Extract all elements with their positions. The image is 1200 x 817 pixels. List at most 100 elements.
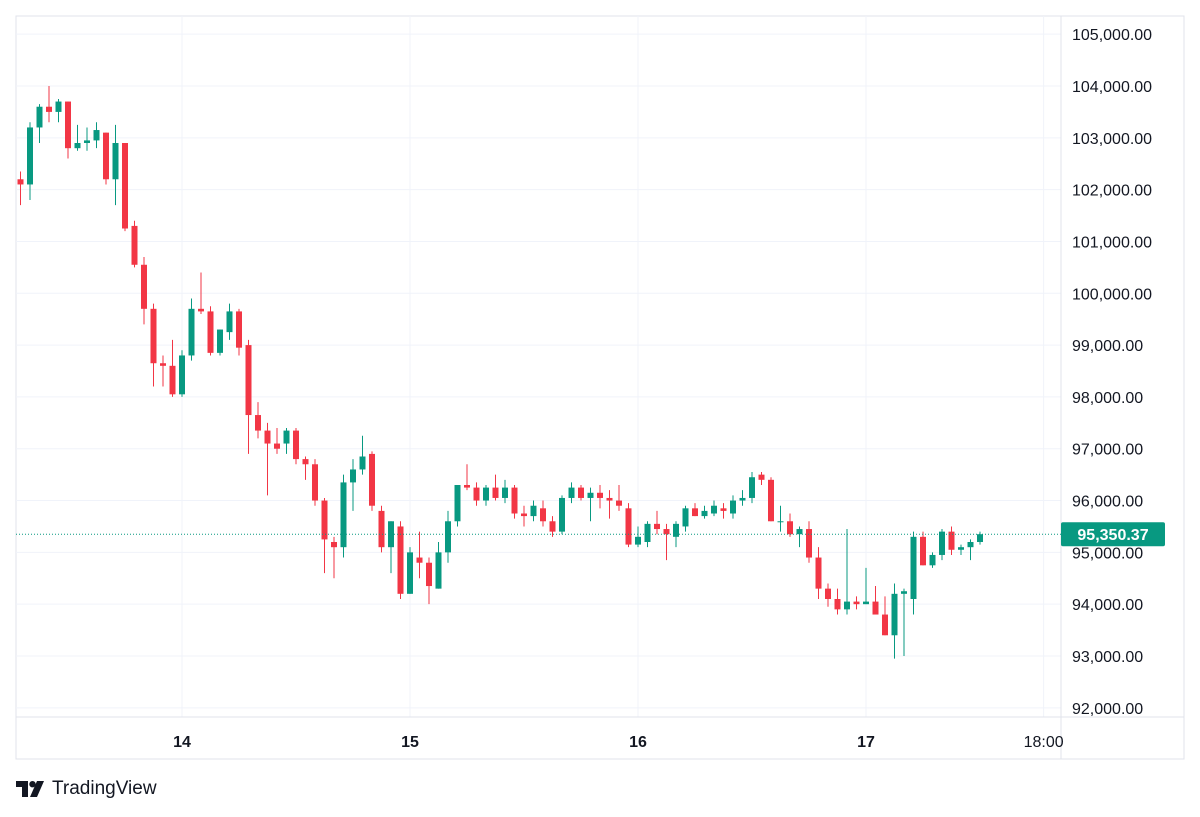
price-tick-label: 93,000.00 (1072, 649, 1143, 666)
candle-body (188, 308, 195, 356)
candle-body (939, 531, 945, 555)
candle-body (929, 554, 936, 566)
candle-up (226, 303, 233, 340)
candle-body (74, 143, 81, 149)
candle-down (312, 459, 318, 506)
candle-down (787, 513, 793, 537)
candle-body (587, 492, 594, 498)
candle-body (350, 469, 356, 483)
candle-down (920, 531, 926, 566)
gridlines (16, 16, 1061, 717)
tradingview-logo-icon (16, 781, 44, 797)
chart-frame (15, 15, 1185, 760)
candle-body (815, 557, 822, 589)
candle-body (635, 536, 641, 545)
candle-body (464, 485, 470, 488)
candle-body (521, 513, 527, 517)
candle-up (112, 124, 119, 206)
candle-up (179, 350, 185, 397)
candle-body (891, 593, 898, 636)
candle-down (511, 485, 518, 519)
candle-body (93, 130, 100, 141)
candle-body (179, 355, 185, 395)
candle-up (587, 487, 594, 522)
candle-body (454, 485, 461, 522)
candle-body (502, 487, 508, 498)
candle-body (796, 529, 803, 535)
candle-body (901, 591, 907, 594)
candle-body (730, 500, 736, 514)
candle-up (929, 552, 936, 568)
candle-body (606, 497, 613, 501)
candle-body (711, 505, 717, 514)
candle-down (492, 474, 499, 501)
candle-body (530, 505, 537, 517)
candle-body (131, 225, 138, 265)
candle-body (663, 529, 670, 535)
candle-body (397, 526, 404, 594)
time-axis[interactable]: 14 15 16 17 18:00 (173, 734, 1064, 751)
price-tick-label: 96,000.00 (1072, 494, 1143, 511)
candle-down (255, 402, 261, 439)
candle-down (768, 477, 774, 522)
candle-body (549, 521, 556, 532)
candle-down (578, 485, 584, 501)
candle-body (511, 487, 518, 514)
candle-body (787, 521, 793, 535)
candle-body (264, 430, 271, 444)
candle-down (207, 306, 214, 356)
candle-down (169, 339, 176, 397)
candle-down (17, 171, 24, 206)
candle-body (853, 601, 860, 605)
candle-body (597, 492, 603, 498)
candle-body (255, 415, 261, 431)
price-tick-label: 101,000.00 (1072, 234, 1152, 251)
candle-body (17, 179, 24, 185)
time-tick-label: 15 (401, 734, 419, 751)
candle-body (217, 329, 223, 353)
candle-down (872, 586, 879, 615)
candle-body (55, 101, 62, 112)
candle-body (967, 542, 974, 548)
price-tick-label: 103,000.00 (1072, 131, 1152, 148)
candle-body (274, 443, 280, 449)
candle-down (834, 588, 841, 615)
candle-down (654, 510, 660, 535)
candle-up (74, 124, 81, 151)
candle-body (245, 345, 252, 416)
candle-body (863, 601, 869, 605)
candle-down (321, 497, 328, 574)
candle-up (739, 490, 746, 506)
candle-up (188, 298, 195, 361)
candle-body (777, 521, 784, 523)
price-axis[interactable]: 105,000.00 104,000.00 103,000.00 102,000.00… (1072, 27, 1152, 718)
candle-body (540, 508, 546, 522)
candle-down (882, 596, 888, 636)
candle-down (264, 422, 271, 496)
candle-up (454, 485, 461, 527)
candle-up (350, 459, 356, 511)
candle-down (806, 521, 812, 563)
candle-up (359, 435, 366, 475)
candle-down (397, 521, 404, 599)
candle-body (768, 479, 774, 522)
candle-up (93, 122, 100, 149)
candle-up (644, 521, 651, 548)
candle-down (758, 472, 765, 485)
candle-body (910, 536, 917, 599)
candle-body (692, 508, 698, 517)
price-tick-label: 94,000.00 (1072, 597, 1143, 614)
candle-down (369, 451, 375, 511)
brand[interactable]: TradingView (16, 776, 157, 802)
candle-down (131, 220, 138, 268)
candle-body (749, 477, 755, 498)
price-tick-label: 102,000.00 (1072, 183, 1152, 200)
candle-body (758, 474, 765, 480)
candle-body (207, 311, 214, 353)
candle-up (55, 98, 62, 123)
candle-down (236, 308, 242, 356)
candle-body (407, 552, 413, 594)
price-tick-label: 104,000.00 (1072, 79, 1152, 96)
price-tick-label: 95,000.00 (1072, 545, 1143, 562)
